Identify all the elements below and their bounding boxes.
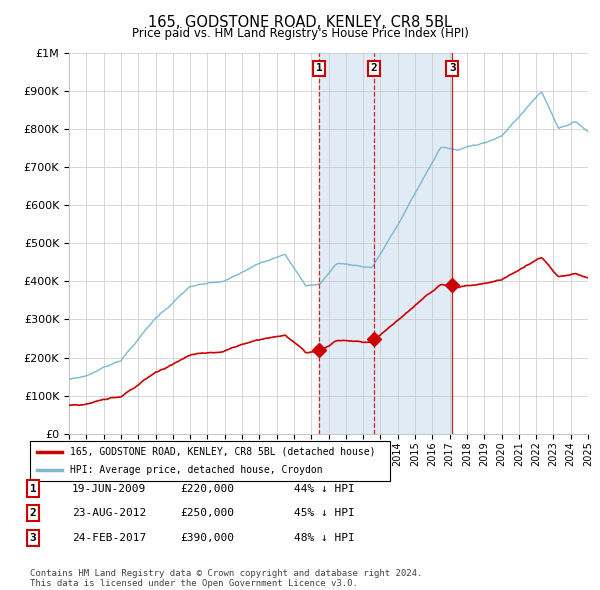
Text: 24-FEB-2017: 24-FEB-2017 xyxy=(72,533,146,543)
Text: 2: 2 xyxy=(29,509,37,518)
Text: £220,000: £220,000 xyxy=(180,484,234,493)
Text: £250,000: £250,000 xyxy=(180,509,234,518)
Text: 165, GODSTONE ROAD, KENLEY, CR8 5BL (detached house): 165, GODSTONE ROAD, KENLEY, CR8 5BL (det… xyxy=(70,447,375,457)
Text: Price paid vs. HM Land Registry's House Price Index (HPI): Price paid vs. HM Land Registry's House … xyxy=(131,27,469,40)
Text: £390,000: £390,000 xyxy=(180,533,234,543)
Text: HPI: Average price, detached house, Croydon: HPI: Average price, detached house, Croy… xyxy=(70,465,322,475)
Text: 165, GODSTONE ROAD, KENLEY, CR8 5BL: 165, GODSTONE ROAD, KENLEY, CR8 5BL xyxy=(148,15,452,30)
Text: 1: 1 xyxy=(29,484,37,493)
Text: 1: 1 xyxy=(316,63,323,73)
Bar xyxy=(319,53,452,434)
Text: 2: 2 xyxy=(371,63,377,73)
FancyBboxPatch shape xyxy=(30,441,390,481)
Text: 48% ↓ HPI: 48% ↓ HPI xyxy=(294,533,355,543)
Text: 23-AUG-2012: 23-AUG-2012 xyxy=(72,509,146,518)
Text: 3: 3 xyxy=(449,63,455,73)
Text: Contains HM Land Registry data © Crown copyright and database right 2024.
This d: Contains HM Land Registry data © Crown c… xyxy=(30,569,422,588)
Text: 3: 3 xyxy=(29,533,37,543)
Text: 19-JUN-2009: 19-JUN-2009 xyxy=(72,484,146,493)
Text: 44% ↓ HPI: 44% ↓ HPI xyxy=(294,484,355,493)
Text: 45% ↓ HPI: 45% ↓ HPI xyxy=(294,509,355,518)
